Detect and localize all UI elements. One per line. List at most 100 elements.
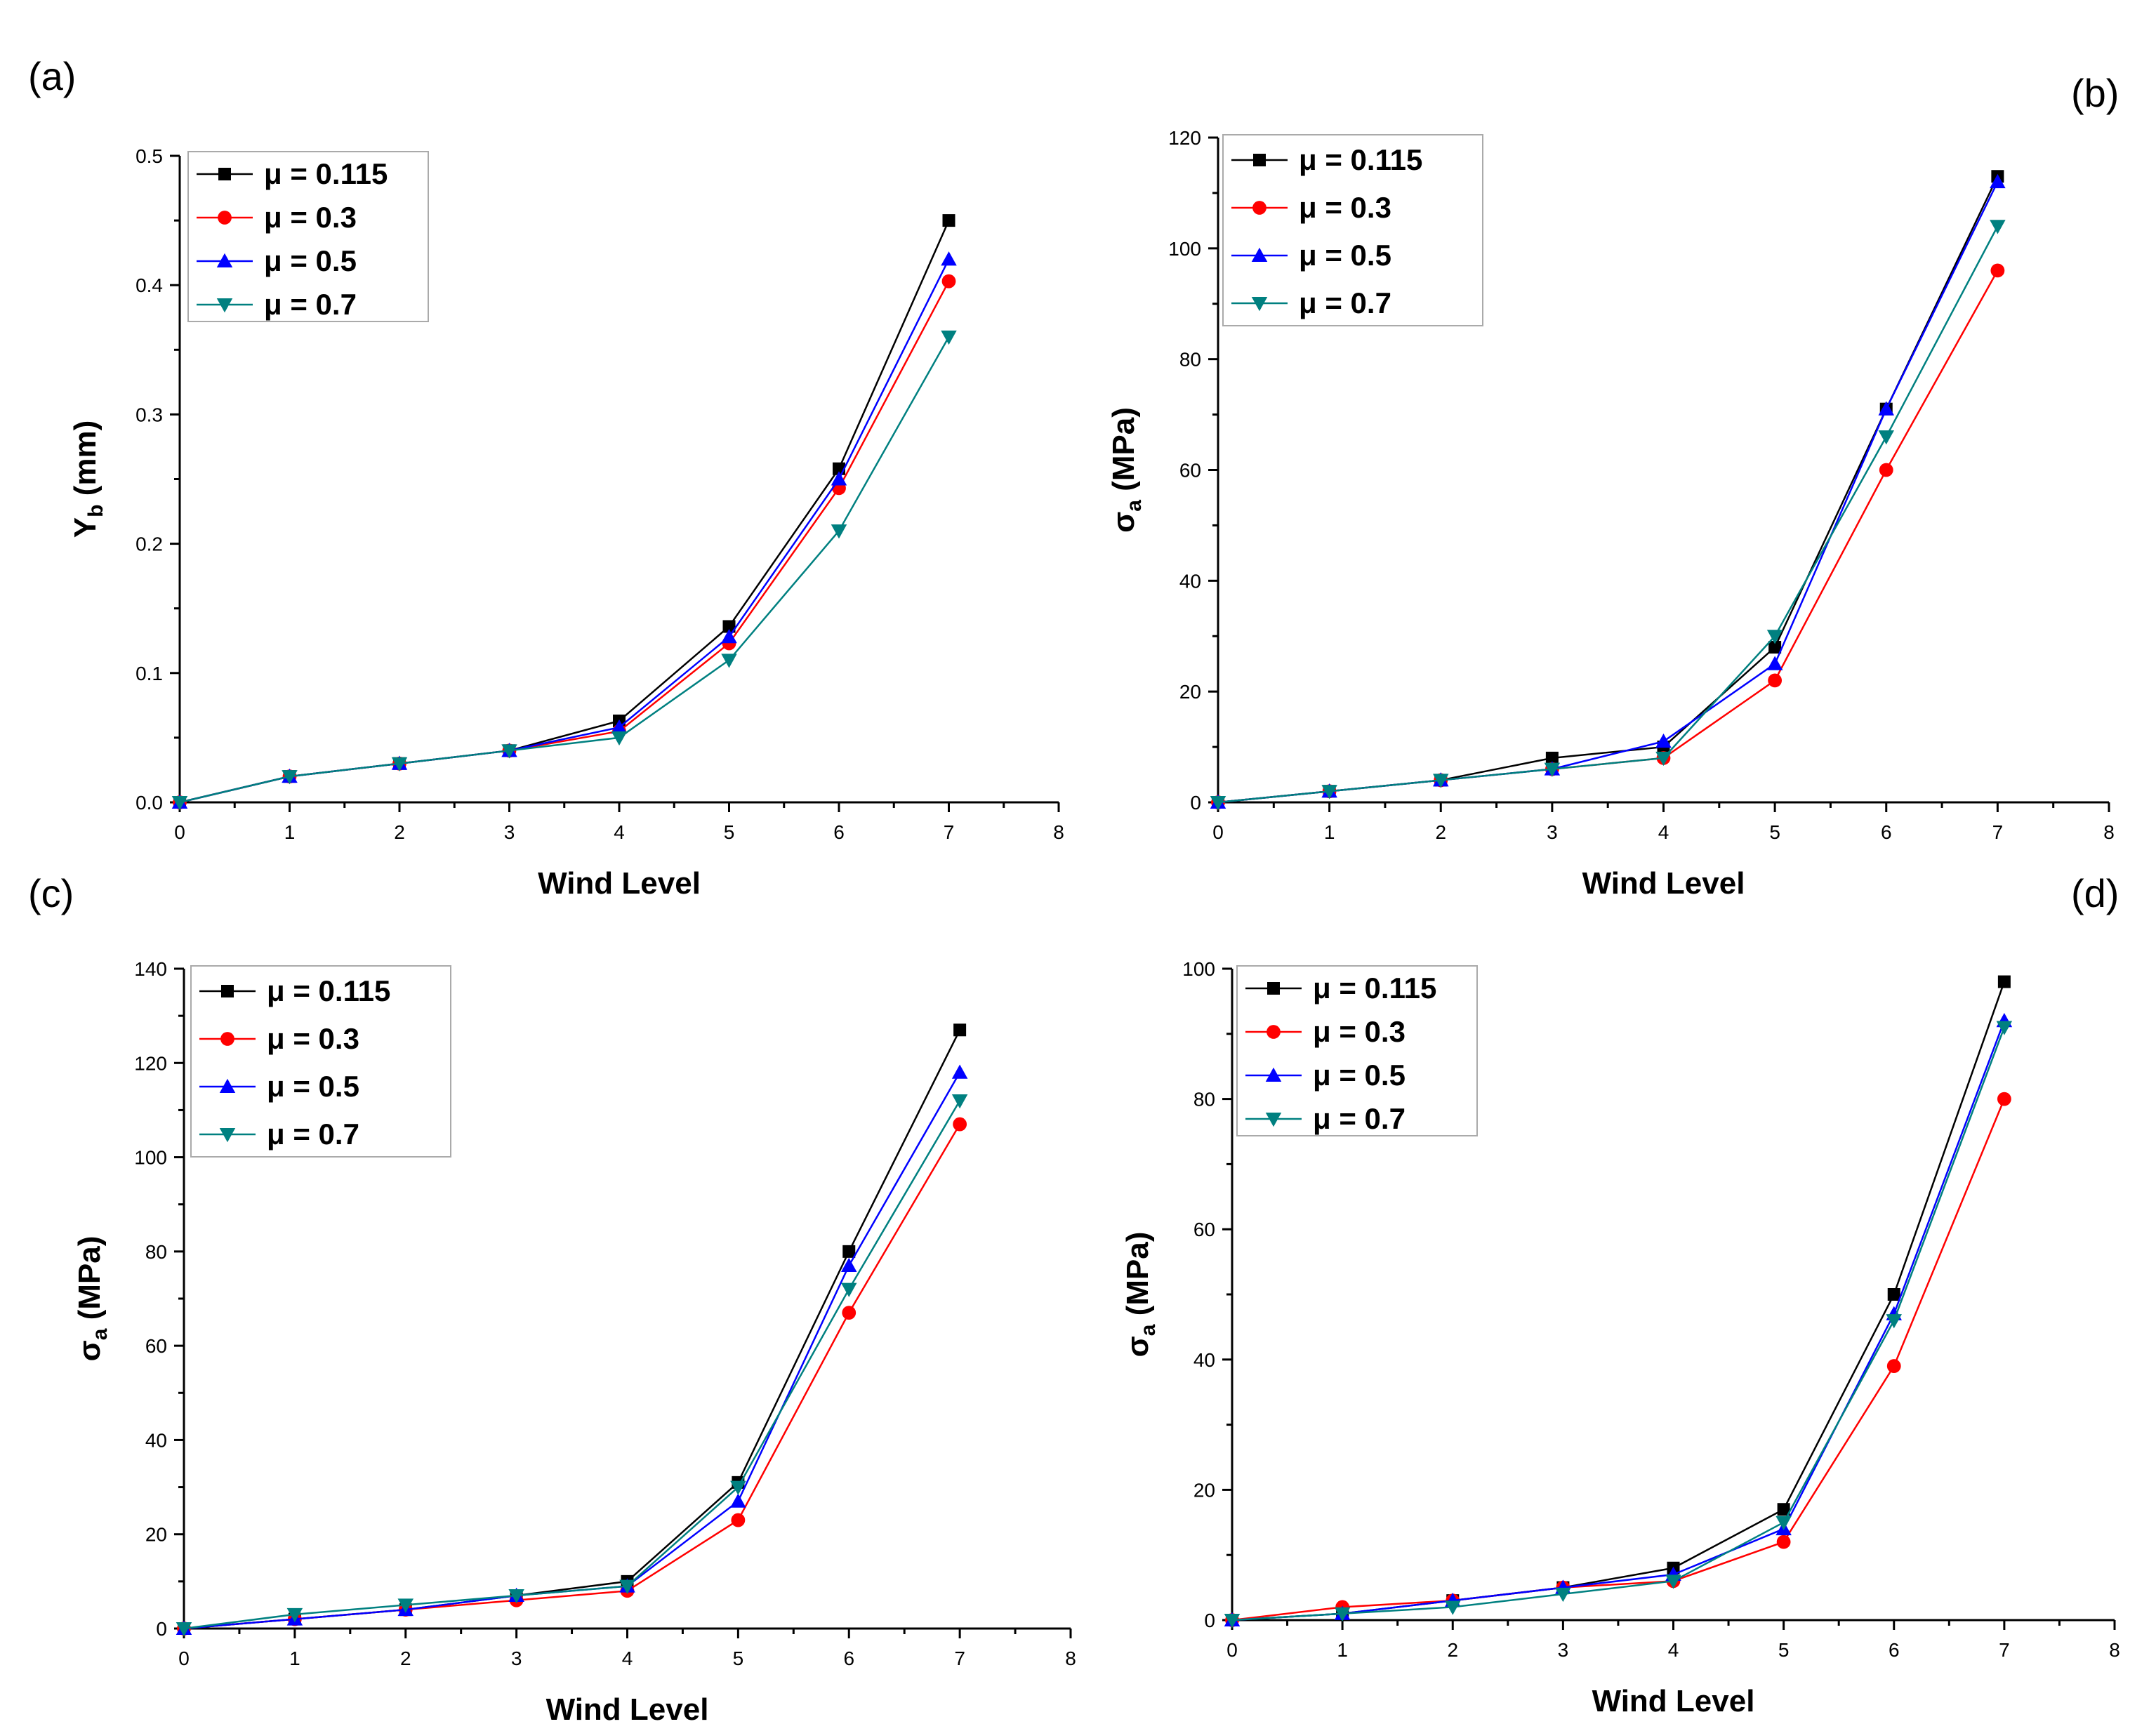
legend-label: μ = 0.3 xyxy=(1299,191,1391,224)
legend-marker xyxy=(216,253,233,267)
legend-marker xyxy=(219,1128,236,1143)
data-point xyxy=(508,1589,524,1604)
x-tick-label: 4 xyxy=(1668,1639,1679,1661)
y-tick-label: 0.0 xyxy=(135,792,163,814)
x-tick-label: 0 xyxy=(1226,1639,1238,1661)
data-point xyxy=(1990,173,2006,189)
data-point xyxy=(1334,1607,1351,1622)
x-tick-label: 7 xyxy=(1999,1639,2010,1661)
data-point xyxy=(841,1257,857,1272)
data-point xyxy=(1768,673,1783,688)
data-point xyxy=(611,731,628,746)
y-tick-label: 40 xyxy=(1193,1349,1215,1371)
legend-marker xyxy=(1265,1067,1282,1082)
data-point xyxy=(1545,751,1559,764)
data-point xyxy=(1997,975,2011,988)
data-point xyxy=(1555,1587,1571,1603)
data-point xyxy=(721,628,737,644)
legend-marker xyxy=(220,1032,234,1046)
y-axis-title: Yb (mm) xyxy=(68,420,107,538)
x-tick-label: 4 xyxy=(614,821,625,843)
legend-label: μ = 0.7 xyxy=(267,1118,359,1151)
data-point xyxy=(1777,1503,1790,1516)
data-point xyxy=(1766,630,1783,644)
x-tick-label: 2 xyxy=(394,821,405,843)
x-tick-label: 7 xyxy=(944,821,955,843)
data-point xyxy=(1445,1600,1461,1615)
legend-label: μ = 0.3 xyxy=(264,201,357,234)
data-point xyxy=(1210,796,1226,811)
y-tick-label: 120 xyxy=(134,1052,167,1074)
y-tick-label: 80 xyxy=(1179,349,1201,371)
data-point xyxy=(1775,1516,1792,1531)
series-line xyxy=(1231,1020,2006,1622)
legend-label: μ = 0.5 xyxy=(1299,239,1391,272)
data-point xyxy=(176,1622,192,1637)
data-point xyxy=(1990,263,2005,278)
legend-label: μ = 0.7 xyxy=(1299,286,1391,319)
x-tick-label: 8 xyxy=(1065,1647,1076,1669)
y-tick-label: 20 xyxy=(1179,681,1201,703)
y-tick-label: 0.3 xyxy=(135,404,163,425)
y-tick-label: 0.5 xyxy=(135,145,163,167)
y-axis-title: σa (MPa) xyxy=(1106,407,1146,533)
y-tick-label: 40 xyxy=(1179,570,1201,592)
data-point xyxy=(722,620,736,633)
y-tick-label: 80 xyxy=(145,1241,167,1263)
data-point xyxy=(1990,220,2006,234)
y-axis-title: σa (MPa) xyxy=(72,1236,112,1362)
legend-marker xyxy=(221,985,234,997)
x-tick-label: 3 xyxy=(511,1647,522,1669)
data-point xyxy=(730,1493,746,1508)
x-tick-label: 6 xyxy=(1889,1639,1900,1661)
y-axis-title: σa (MPa) xyxy=(1120,1232,1160,1358)
legend-label: μ = 0.3 xyxy=(1313,1015,1406,1048)
x-tick-label: 5 xyxy=(1778,1639,1790,1661)
data-point xyxy=(1321,785,1337,800)
series-line xyxy=(1217,225,1999,804)
series-line xyxy=(179,281,950,804)
legend-marker xyxy=(219,1078,236,1093)
legend-label: μ = 0.5 xyxy=(267,1070,359,1103)
y-tick-label: 140 xyxy=(134,958,167,980)
y-tick-label: 0.2 xyxy=(135,533,163,555)
x-tick-label: 4 xyxy=(1658,821,1669,843)
data-point xyxy=(842,1245,856,1258)
x-tick-label: 1 xyxy=(289,1647,300,1669)
legend-box xyxy=(190,965,451,1158)
data-point xyxy=(1655,751,1672,767)
legend-marker xyxy=(1252,201,1267,215)
y-tick-label: 100 xyxy=(1182,958,1215,980)
y-tick-label: 0.4 xyxy=(135,274,163,296)
data-point xyxy=(1878,401,1894,416)
data-point xyxy=(391,757,408,771)
data-point xyxy=(286,1607,303,1623)
legend-label: μ = 0.5 xyxy=(1313,1059,1406,1092)
data-point xyxy=(953,1023,967,1037)
data-point xyxy=(941,251,957,266)
data-point xyxy=(951,1094,968,1109)
x-tick-label: 8 xyxy=(1053,821,1064,843)
y-tick-label: 0 xyxy=(1204,1610,1215,1631)
x-tick-label: 5 xyxy=(733,1647,744,1669)
data-point xyxy=(942,214,955,227)
x-tick-label: 0 xyxy=(174,821,185,843)
data-point xyxy=(1776,1534,1791,1549)
y-tick-label: 40 xyxy=(145,1429,167,1451)
y-tick-label: 60 xyxy=(145,1335,167,1357)
data-point xyxy=(1878,430,1894,445)
x-tick-label: 1 xyxy=(1324,821,1335,843)
data-point xyxy=(1997,1092,2011,1106)
panel-label: (c) xyxy=(28,871,74,915)
y-tick-label: 60 xyxy=(1179,460,1201,482)
legend-label: μ = 0.3 xyxy=(267,1022,359,1055)
data-point xyxy=(721,654,737,668)
x-tick-label: 1 xyxy=(284,821,296,843)
series-line xyxy=(179,336,950,804)
legend-label: μ = 0.5 xyxy=(264,244,357,277)
x-tick-label: 3 xyxy=(1558,1639,1569,1661)
y-tick-label: 0.1 xyxy=(135,663,163,684)
x-tick-label: 3 xyxy=(504,821,515,843)
data-point xyxy=(730,1480,746,1495)
